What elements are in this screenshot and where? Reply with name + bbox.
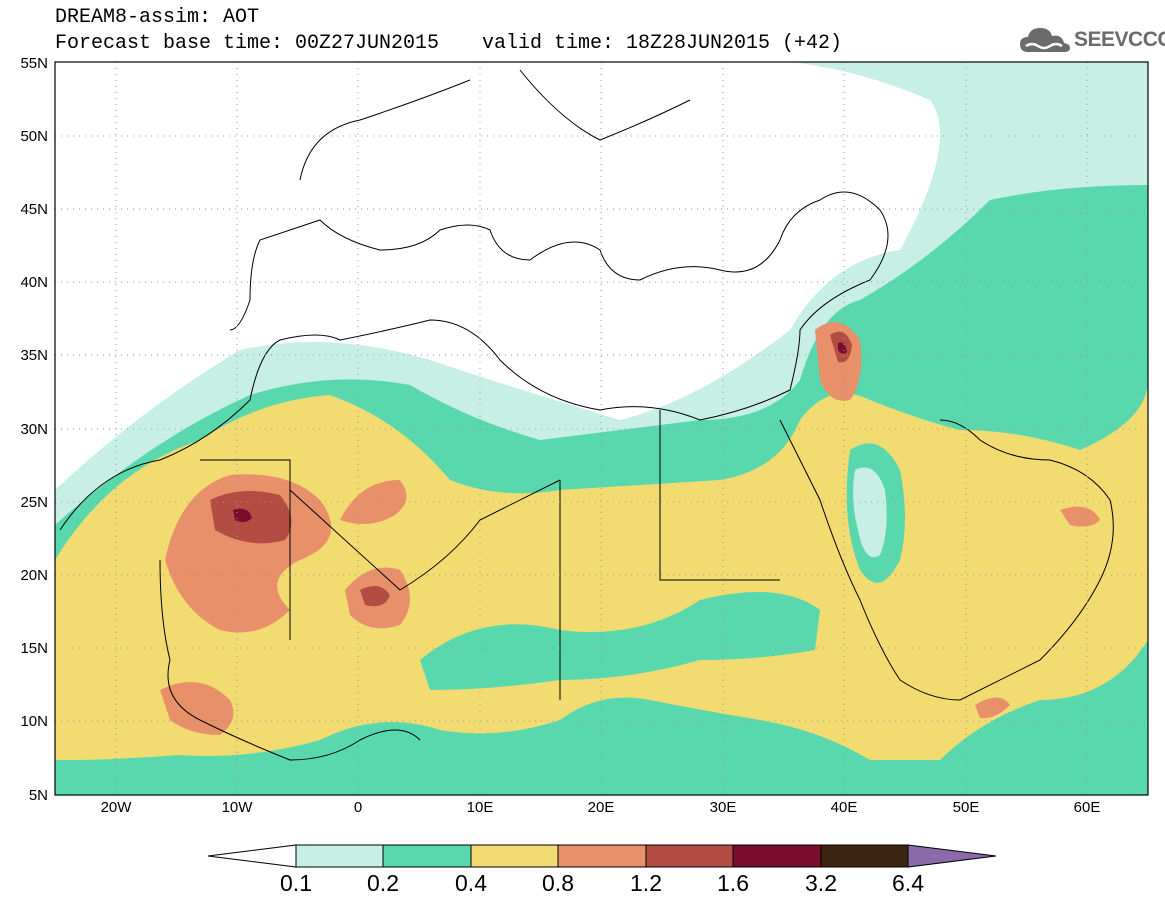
colorbar-bin	[470, 844, 559, 868]
lat-label: 40N	[20, 274, 48, 291]
lon-label: 50E	[953, 799, 980, 816]
lon-label: 0	[354, 799, 362, 816]
colorbar-over-triangle	[907, 844, 997, 868]
colorbar-label: 1.2	[630, 870, 662, 896]
lon-label: 60E	[1074, 799, 1101, 816]
aot-band-1-6-iraq	[838, 342, 847, 354]
lon-label: 30E	[710, 799, 737, 816]
lat-label: 55N	[20, 55, 48, 72]
lat-label: 20N	[20, 567, 48, 584]
latitude-ticks: 55N 50N 45N 40N 35N 30N 25N 20N 15N 10N …	[20, 55, 48, 804]
lat-label: 50N	[20, 128, 48, 145]
colorbar-label: 6.4	[892, 870, 924, 896]
seevccc-logo: SEEVCCC	[1018, 24, 1165, 60]
aot-band-1-2-mali	[360, 586, 390, 607]
logo-text: SEEVCCC	[1074, 28, 1165, 51]
colorbar-bin	[645, 844, 734, 868]
lon-label: 40E	[831, 799, 858, 816]
colorbar-label: 0.1	[280, 870, 312, 896]
aot-band-0-8-oman	[1060, 506, 1100, 527]
lon-label: 10W	[222, 799, 254, 816]
colorbar-label: 1.6	[717, 870, 749, 896]
lat-label: 45N	[20, 201, 48, 218]
plot-frame	[54, 61, 1149, 796]
graticule	[55, 62, 1148, 795]
coastlines	[59, 69, 1114, 761]
aot-band-0-8-yemen	[975, 697, 1010, 719]
cloud-logo-icon	[1020, 28, 1070, 52]
colorbar-bin	[732, 844, 822, 868]
product-title: DREAM8-assim: AOT	[55, 6, 260, 29]
aot-field	[55, 62, 1148, 795]
colorbar-label: 3.2	[805, 870, 837, 896]
colorbar-label: 0.4	[455, 870, 487, 896]
colorbar-label: 0.8	[542, 870, 574, 896]
lat-label: 30N	[20, 421, 48, 438]
colorbar-bin	[557, 844, 647, 868]
aot-patch-arabia-core	[853, 467, 887, 558]
lon-label: 20E	[588, 799, 615, 816]
colorbar	[207, 844, 997, 868]
lat-label: 10N	[20, 713, 48, 730]
lat-label: 5N	[29, 787, 48, 804]
aot-band-1-6	[233, 508, 252, 523]
colorbar-bin	[382, 844, 472, 868]
lat-label: 25N	[20, 494, 48, 511]
colorbar-under-triangle	[207, 844, 297, 868]
lat-label: 35N	[20, 347, 48, 364]
valid-time-label: valid time: 18Z28JUN2015 (+42)	[482, 32, 843, 55]
lat-label: 15N	[20, 640, 48, 657]
longitude-ticks: 20W 10W 0 10E 20E 30E 40E 50E 60E	[101, 799, 1101, 816]
colorbar-bin	[820, 844, 909, 868]
base-time-label: Forecast base time: 00Z27JUN2015	[55, 32, 440, 55]
aot-patch-sahel	[420, 592, 820, 690]
colorbar-label: 0.2	[367, 870, 399, 896]
colorbar-bin	[295, 844, 384, 868]
lon-label: 20W	[101, 799, 133, 816]
aot-band-0-8-guinea	[160, 682, 234, 735]
lon-label: 10E	[467, 799, 494, 816]
